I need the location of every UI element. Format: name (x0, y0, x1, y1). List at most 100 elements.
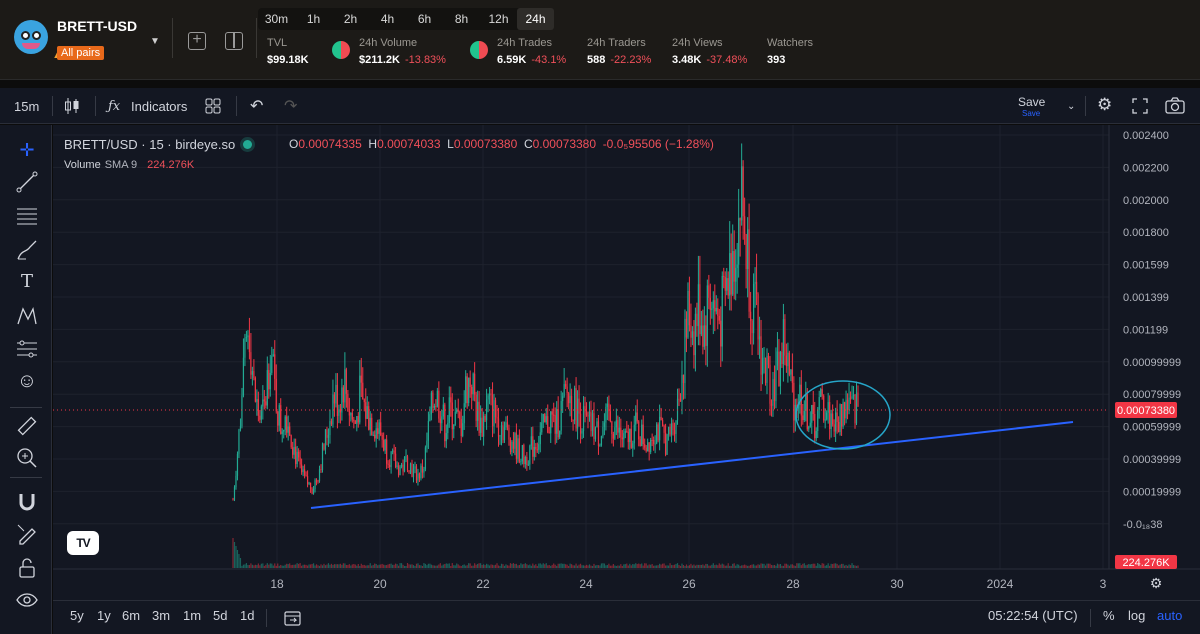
volume-bar (265, 564, 267, 568)
brush-icon[interactable] (16, 239, 38, 261)
candle-body (772, 378, 774, 406)
pair-selector[interactable]: ▲ BRETT-USD All pairs (14, 18, 137, 61)
candle-body (312, 489, 315, 494)
goto-date-icon[interactable] (284, 609, 302, 626)
chevron-down-icon[interactable]: ⌄ (1067, 101, 1076, 112)
volume-bar (529, 564, 531, 568)
fullscreen-icon[interactable] (1132, 98, 1148, 114)
tab-6h[interactable]: 6h (417, 12, 432, 26)
split-layout-icon[interactable] (225, 32, 243, 50)
candle-body (400, 464, 403, 467)
candle-body (814, 413, 816, 439)
volume-bar (814, 563, 816, 568)
redo-icon[interactable]: ↷ (284, 98, 298, 115)
range-6m-button[interactable]: 6m (122, 608, 141, 623)
tab-30m[interactable]: 30m (264, 12, 289, 26)
volume-bar (635, 563, 637, 568)
volume-bar (426, 565, 428, 568)
fx-icon[interactable]: ƒx (108, 99, 121, 114)
volume-bar (785, 563, 788, 568)
candle-body (330, 421, 333, 425)
trend-line-icon[interactable] (16, 171, 38, 193)
candle-body (259, 415, 261, 420)
emoji-icon[interactable]: ☺ (16, 370, 38, 392)
volume-bar (559, 563, 561, 568)
range-5d-button[interactable]: 5d (213, 608, 228, 623)
zoom-in-icon[interactable] (16, 447, 38, 469)
range-3m-button[interactable]: 3m (152, 608, 171, 623)
log-scale-button[interactable]: log (1128, 608, 1146, 623)
magnet-icon[interactable] (16, 491, 38, 513)
range-5y-button[interactable]: 5y (70, 608, 84, 623)
volume-bar (441, 565, 443, 568)
utc-clock[interactable]: 05:22:54 (UTC) (988, 608, 1078, 623)
chart-canvas[interactable]: 0.002400 0.002200 0.002000 0.001800 0.001599… (53, 125, 1200, 600)
volume-legend[interactable]: Volume SMA 9 224.276K (64, 159, 195, 171)
all-pairs-badge[interactable]: All pairs (57, 46, 105, 60)
candle-body (669, 426, 671, 435)
candle-body (238, 429, 240, 454)
candle-body (514, 433, 516, 449)
highlight-circle (795, 380, 891, 450)
ruler-icon[interactable] (16, 415, 38, 437)
prediction-icon[interactable] (16, 338, 38, 360)
volume-bar (653, 565, 655, 568)
fib-lines-icon[interactable] (16, 205, 38, 227)
volume-bar (736, 564, 738, 568)
candle-body (741, 166, 743, 221)
auto-scale-button[interactable]: auto (1157, 608, 1183, 623)
volume-bar (690, 563, 692, 568)
volume-bar (855, 565, 858, 568)
volume-bar (478, 563, 480, 568)
symbol-legend[interactable]: BRETT/USD · 15 · birdeye.so (64, 137, 260, 152)
tab-24h[interactable]: 24h (517, 8, 554, 30)
lock-icon[interactable] (16, 557, 38, 579)
tab-8h[interactable]: 8h (454, 12, 469, 26)
candle-body (412, 468, 415, 478)
eye-icon[interactable] (16, 589, 38, 611)
volume-bar (714, 565, 716, 568)
range-1d-button[interactable]: 1d (240, 608, 255, 623)
candle-body (693, 331, 695, 356)
candle-body (562, 396, 564, 402)
volume-bar (257, 563, 259, 568)
settings-gear-icon[interactable]: ⚙ (1097, 95, 1113, 114)
axis-settings-gear-icon[interactable]: ⚙ (1150, 576, 1163, 592)
chevron-down-icon[interactable]: ▼ (150, 36, 160, 47)
interval-button[interactable]: 15m (14, 99, 40, 114)
candle-body (239, 426, 242, 430)
volume-bar (248, 564, 251, 568)
tab-2h[interactable]: 2h (343, 12, 358, 26)
volume-bar (523, 564, 525, 568)
volume-bar (482, 564, 485, 568)
volume-bar (687, 565, 689, 568)
indicators-button[interactable]: Indicators (131, 99, 188, 114)
candle-body (738, 218, 740, 265)
volume-bar (298, 563, 300, 568)
camera-icon[interactable] (1165, 97, 1185, 114)
volume-bar (412, 565, 415, 568)
range-1m-button[interactable]: 1m (183, 608, 202, 623)
tab-12h[interactable]: 12h (488, 12, 509, 26)
stay-in-drawing-mode-icon[interactable] (16, 523, 38, 545)
candle-body (351, 412, 353, 420)
templates-icon[interactable] (205, 98, 221, 114)
candle-body (520, 461, 522, 463)
candles-icon[interactable] (64, 97, 80, 115)
tab-4h[interactable]: 4h (380, 12, 395, 26)
volume-bar (751, 564, 753, 568)
tab-1h[interactable]: 1h (306, 12, 321, 26)
volume-bar (474, 563, 476, 568)
range-1y-button[interactable]: 1y (97, 608, 111, 623)
pattern-icon[interactable] (16, 305, 38, 327)
volume-bar (787, 564, 789, 568)
price-chart[interactable]: 0.002400 0.002200 0.002000 0.001800 0.001599… (53, 125, 1200, 600)
crosshair-icon[interactable]: ✛ (19, 140, 35, 160)
percent-scale-button[interactable]: % (1103, 608, 1115, 623)
candle-body (721, 275, 723, 347)
undo-icon[interactable]: ↶ (250, 98, 264, 115)
add-chart-icon[interactable]: + (188, 32, 206, 50)
tradingview-logo[interactable]: TV (67, 531, 99, 555)
save-button[interactable]: Save (1018, 95, 1046, 109)
text-tool-icon[interactable]: T (20, 271, 33, 292)
